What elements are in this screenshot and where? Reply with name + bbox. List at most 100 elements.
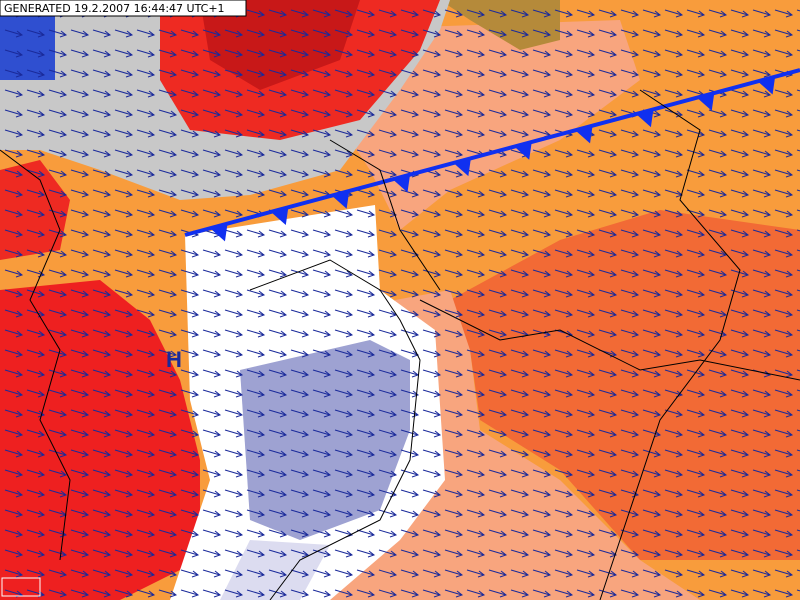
- wind-arrow-head: [433, 310, 442, 318]
- wind-arrow: [400, 249, 419, 256]
- wind-arrow: [268, 129, 287, 136]
- wind-arrow: [114, 429, 133, 436]
- wind-arrow: [752, 229, 771, 236]
- wind-arrow-head: [191, 490, 200, 498]
- wind-arrow-head: [785, 150, 794, 158]
- wind-arrow-head: [697, 470, 706, 478]
- wind-arrow-head: [125, 570, 134, 578]
- wind-arrow-head: [455, 290, 464, 298]
- wind-arrow-head: [785, 390, 794, 398]
- wind-arrow: [730, 89, 749, 96]
- wind-arrow-head: [235, 110, 244, 118]
- wind-arrow: [136, 69, 155, 76]
- wind-arrow-head: [125, 370, 134, 378]
- wind-arrow-head: [587, 110, 596, 118]
- wind-arrow-head: [587, 430, 596, 438]
- wind-arrow-head: [697, 510, 706, 518]
- wind-arrow-head: [103, 190, 112, 198]
- wind-arrow-head: [697, 330, 706, 338]
- wind-arrow-head: [147, 390, 156, 398]
- wind-arrow: [400, 189, 419, 196]
- wind-arrow-head: [147, 90, 156, 98]
- wind-arrow: [466, 209, 485, 216]
- wind-arrow-head: [411, 130, 420, 138]
- wind-arrow: [158, 249, 177, 256]
- wind-arrow-head: [389, 550, 398, 558]
- wind-arrow-head: [411, 330, 420, 338]
- wind-arrow-head: [565, 590, 574, 598]
- wind-arrow: [312, 309, 331, 316]
- wind-arrow: [202, 549, 221, 556]
- wind-arrow-head: [741, 190, 750, 198]
- wind-arrow: [356, 149, 375, 156]
- wind-arrow-head: [389, 190, 398, 198]
- wind-arrow: [334, 429, 353, 436]
- wind-arrow: [290, 549, 309, 556]
- wind-arrow: [378, 569, 397, 576]
- wind-arrow-head: [257, 250, 266, 258]
- wind-arrow-head: [103, 110, 112, 118]
- wind-arrow: [686, 149, 705, 156]
- wind-arrow: [730, 169, 749, 176]
- wind-arrow-head: [279, 550, 288, 558]
- wind-arrow-head: [653, 230, 662, 238]
- wind-arrow: [664, 569, 683, 576]
- wind-arrow-head: [15, 190, 24, 198]
- wind-arrow-head: [169, 150, 178, 158]
- wind-arrow: [422, 569, 441, 576]
- wind-arrow-head: [125, 510, 134, 518]
- wind-arrow: [532, 189, 551, 196]
- wind-arrow: [664, 249, 683, 256]
- wind-arrow-head: [147, 330, 156, 338]
- wind-arrow-head: [609, 410, 618, 418]
- wind-arrow: [422, 529, 441, 536]
- wind-arrow: [290, 329, 309, 336]
- wind-arrow: [510, 189, 529, 196]
- wind-arrow: [378, 369, 397, 376]
- wind-arrow-head: [741, 50, 750, 58]
- wind-arrow-head: [59, 90, 68, 98]
- wind-arrow-head: [785, 410, 794, 418]
- wind-arrow-head: [37, 550, 46, 558]
- wind-arrow-head: [499, 250, 508, 258]
- wind-arrow-head: [411, 550, 420, 558]
- wind-arrow: [532, 89, 551, 96]
- wind-arrow: [224, 289, 243, 296]
- wind-arrow: [510, 429, 529, 436]
- wind-arrow: [576, 29, 595, 36]
- wind-arrow-head: [323, 510, 332, 518]
- wind-arrow: [752, 469, 771, 476]
- wind-arrow: [4, 569, 23, 576]
- wind-arrow-head: [719, 30, 728, 38]
- wind-arrow: [774, 229, 793, 236]
- wind-arrow: [532, 69, 551, 76]
- wind-arrow: [26, 189, 45, 196]
- wind-arrow-head: [389, 470, 398, 478]
- wind-arrow: [752, 589, 771, 596]
- wind-arrow: [532, 29, 551, 36]
- wind-arrow-head: [191, 290, 200, 298]
- wind-arrow: [730, 109, 749, 116]
- wind-arrow-head: [763, 190, 772, 198]
- wind-arrow: [400, 429, 419, 436]
- wind-arrow-head: [499, 10, 508, 18]
- wind-arrow-head: [81, 250, 90, 258]
- wind-arrow-head: [719, 490, 728, 498]
- wind-arrow: [444, 509, 463, 516]
- wind-arrow: [290, 149, 309, 156]
- wind-arrow: [598, 569, 617, 576]
- wind-arrow: [444, 389, 463, 396]
- wind-arrow-head: [477, 490, 486, 498]
- wind-arrow-head: [345, 410, 354, 418]
- wind-arrow-head: [59, 210, 68, 218]
- wind-arrow: [444, 489, 463, 496]
- wind-arrow: [400, 549, 419, 556]
- wind-arrow-head: [587, 290, 596, 298]
- wind-arrow-head: [169, 90, 178, 98]
- wind-arrow: [268, 49, 287, 56]
- wind-arrow: [642, 229, 661, 236]
- wind-arrow-head: [543, 370, 552, 378]
- wind-arrow: [114, 169, 133, 176]
- wind-arrow: [642, 189, 661, 196]
